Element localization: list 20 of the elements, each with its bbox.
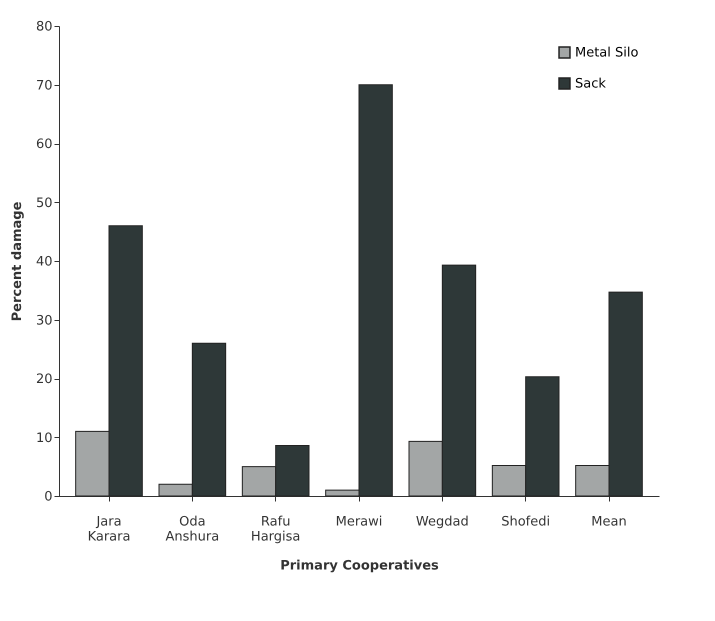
y-tick-label: 20 [36, 372, 52, 387]
x-tick-label: Rafu Hargisa [250, 514, 300, 544]
x-tick-label: Mean [591, 514, 627, 530]
y-tick-label: 50 [36, 196, 52, 211]
y-tick-label: 0 [44, 490, 52, 504]
y-tick-label: 70 [36, 78, 52, 94]
legend-label: Metal Silo [575, 46, 638, 60]
legend-label: Sack [575, 76, 606, 92]
x-tick-label: Oda Anshura [165, 514, 220, 544]
x-axis-title: Primary Cooperatives [280, 558, 440, 574]
y-tick-label: 60 [36, 137, 52, 152]
x-tick-label: Jara Karara [88, 514, 130, 544]
y-tick-label: 10 [36, 430, 52, 446]
y-axis-title: Percent damage [10, 201, 25, 322]
y-tick-label: 30 [36, 313, 52, 328]
x-tick-label: Merawi [336, 514, 382, 530]
y-tick-label: 40 [36, 254, 52, 270]
x-tick-label: Wegdad [416, 514, 469, 530]
y-tick-label: 80 [36, 20, 52, 34]
x-tick-label: Shofedi [501, 514, 550, 530]
